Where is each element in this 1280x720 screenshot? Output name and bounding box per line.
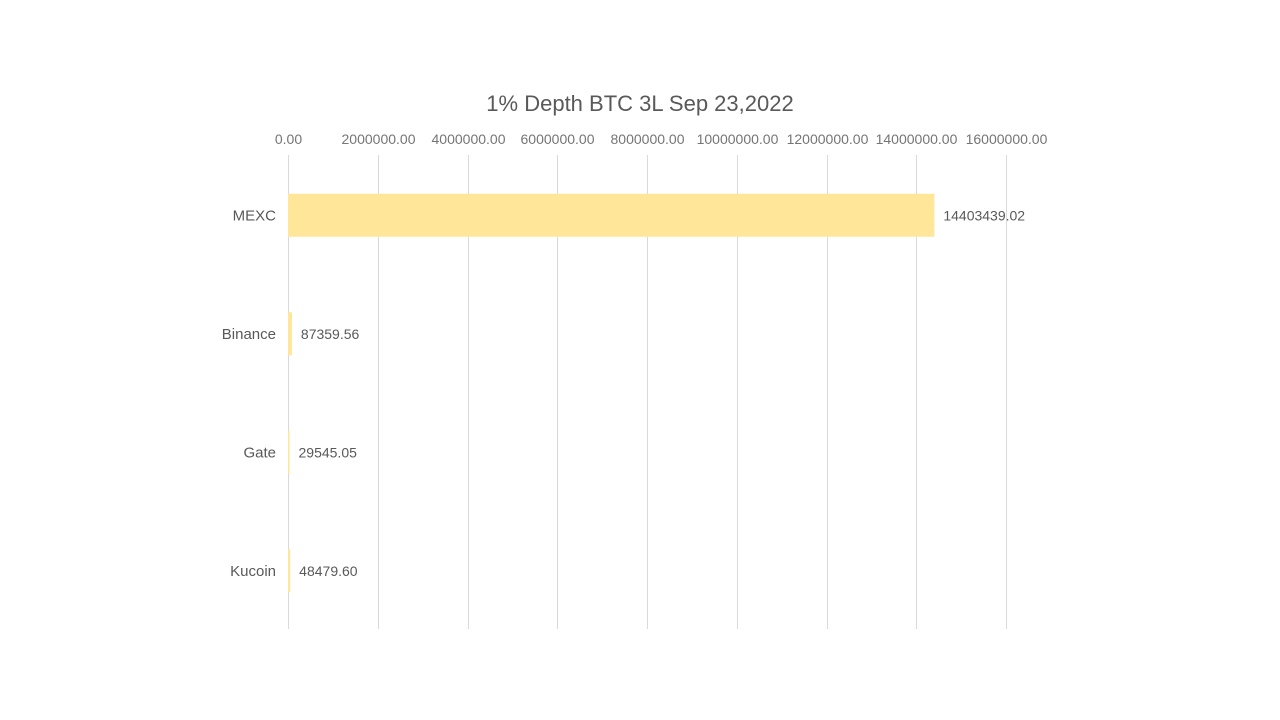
chart-title: 1% Depth BTC 3L Sep 23,2022: [486, 91, 793, 116]
data-label: 29545.05: [299, 444, 358, 460]
data-label: 48479.60: [299, 563, 358, 579]
bar-binance: [288, 312, 292, 356]
x-tick-label: 0.00: [275, 131, 302, 147]
x-tick-label: 4000000.00: [432, 131, 506, 147]
x-tick-label: 8000000.00: [611, 131, 685, 147]
category-label: MEXC: [233, 207, 277, 224]
data-label: 87359.56: [301, 326, 360, 342]
category-label: Binance: [222, 326, 276, 343]
bars: [288, 193, 935, 593]
x-axis-tick-labels: 0.00 2000000.00 4000000.00 6000000.00 800000…: [275, 131, 1048, 147]
bar-mexc: [288, 193, 935, 237]
category-label: Gate: [243, 444, 276, 461]
bar-gate: [288, 430, 290, 474]
category-labels: MEXC Binance Gate Kucoin: [222, 207, 276, 580]
x-tick-label: 14000000.00: [876, 131, 958, 147]
bar-kucoin: [288, 549, 291, 593]
data-label: 14403439.02: [943, 207, 1025, 223]
x-tick-label: 6000000.00: [521, 131, 595, 147]
x-tick-label: 12000000.00: [787, 131, 869, 147]
x-tick-label: 10000000.00: [697, 131, 779, 147]
x-tick-label: 2000000.00: [342, 131, 416, 147]
category-label: Kucoin: [230, 563, 276, 580]
data-labels: 14403439.02 87359.56 29545.05 48479.60: [299, 207, 1026, 579]
x-tick-label: 16000000.00: [966, 131, 1048, 147]
